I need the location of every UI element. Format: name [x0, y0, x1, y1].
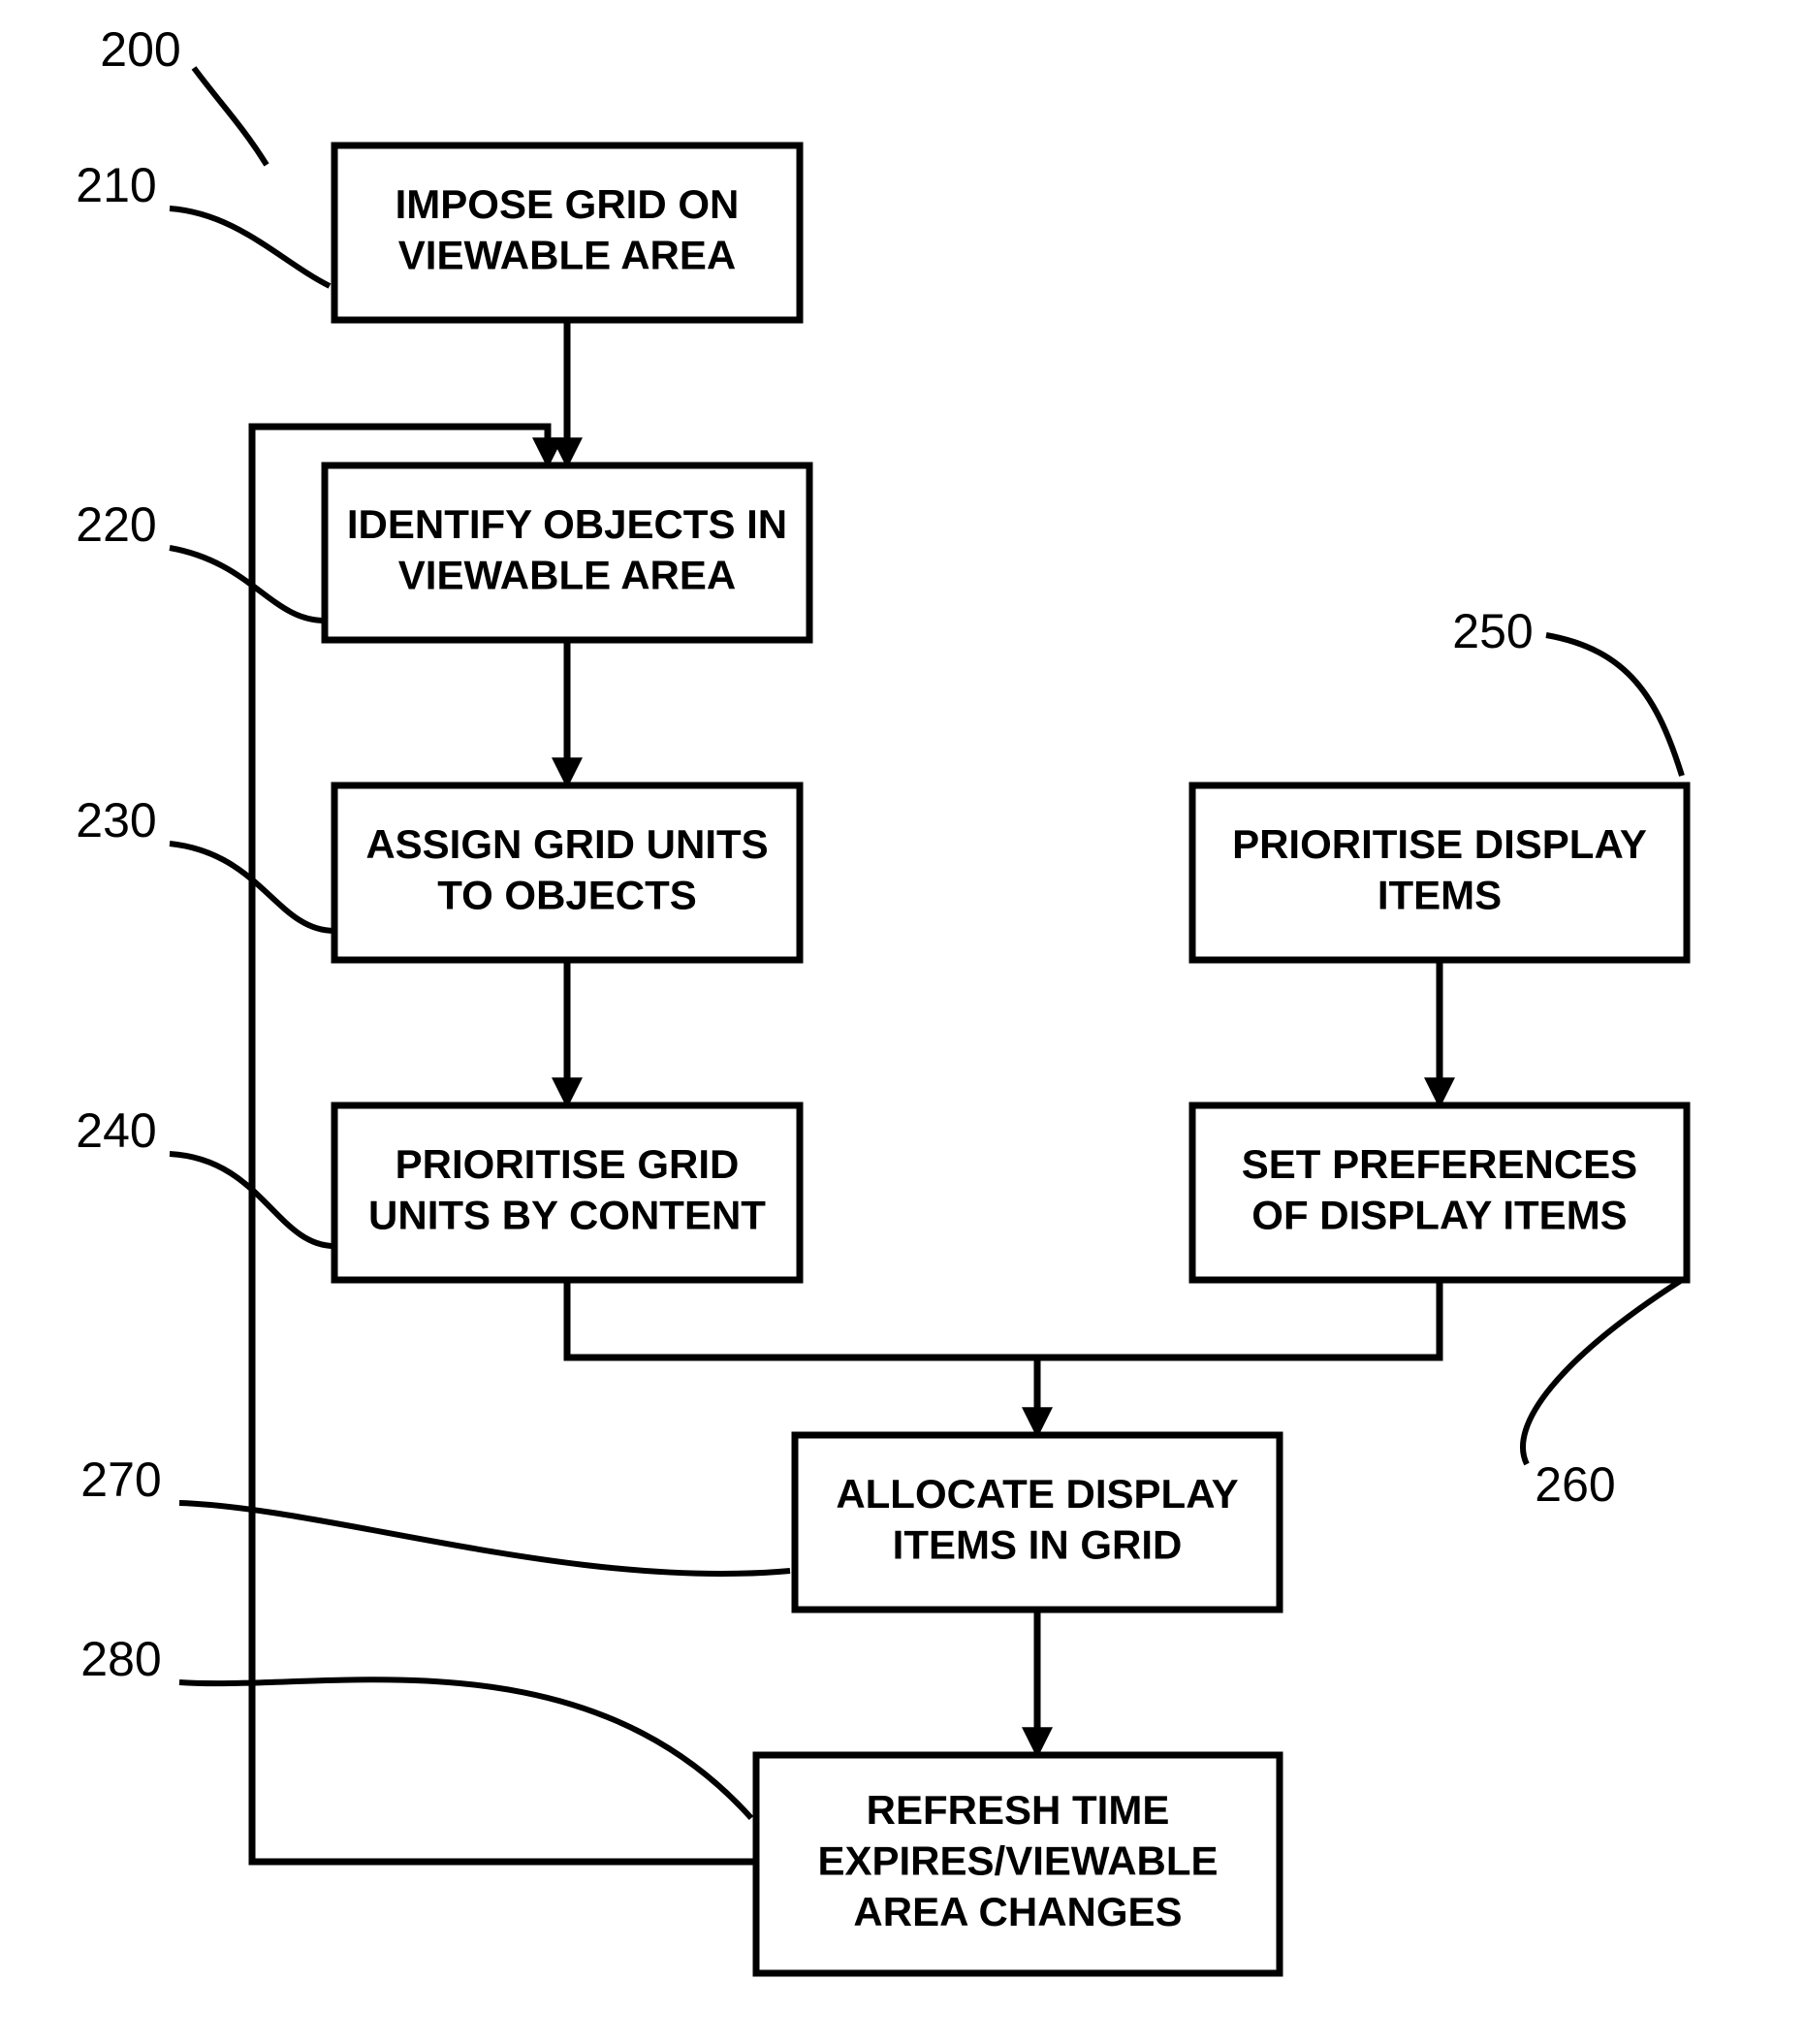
flowchart-node-text: SET PREFERENCES — [1242, 1141, 1637, 1187]
reference-label-220: 220 — [76, 497, 156, 552]
reference-label-240: 240 — [76, 1103, 156, 1158]
flowchart-node-text: VIEWABLE AREA — [398, 552, 736, 597]
flowchart-node-n240: PRIORITISE GRID UNITS BY CONTENT — [334, 1105, 800, 1280]
leader-line-p210 — [170, 208, 330, 286]
reference-label-260: 260 — [1535, 1457, 1615, 1512]
leader-line-p260 — [1523, 1280, 1682, 1464]
leader-line-p220 — [170, 548, 325, 621]
flowchart-node-text: ITEMS IN GRID — [893, 1521, 1183, 1567]
flowchart-node-n220: IDENTIFY OBJECTS IN VIEWABLE AREA — [325, 465, 809, 640]
flowchart-node-text: VIEWABLE AREA — [398, 232, 736, 277]
flowchart-node-text: REFRESH TIME — [867, 1787, 1170, 1833]
reference-label-230: 230 — [76, 793, 156, 847]
leader-line-p270 — [179, 1503, 790, 1574]
flowchart-node-text: ITEMS — [1378, 872, 1502, 917]
flowchart-node-text: OF DISPLAY ITEMS — [1251, 1192, 1627, 1237]
flowchart-node-text: UNITS BY CONTENT — [368, 1192, 766, 1237]
flowchart-node-text: ASSIGN GRID UNITS — [365, 821, 768, 867]
flowchart-node-n230: ASSIGN GRID UNITS TO OBJECTS — [334, 785, 800, 960]
flowchart-node-text: PRIORITISE GRID — [396, 1141, 740, 1187]
reference-label-280: 280 — [80, 1632, 161, 1686]
flowchart-node-n280: REFRESH TIME EXPIRES/VIEWABLE AREA CHANGES — [756, 1755, 1280, 1973]
flowchart-node-text: ALLOCATE DISPLAY — [836, 1471, 1238, 1517]
reference-label-250: 250 — [1452, 604, 1533, 658]
flowchart-node-text: TO OBJECTS — [437, 872, 697, 917]
flowchart-node-n210: IMPOSE GRID ON VIEWABLE AREA — [334, 145, 800, 320]
leader-line-p200 — [194, 68, 267, 165]
flowchart-node-text: EXPIRES/VIEWABLE — [817, 1838, 1218, 1884]
leader-line-p250 — [1546, 635, 1682, 776]
reference-label-270: 270 — [80, 1453, 161, 1507]
reference-label-210: 210 — [76, 158, 156, 212]
leader-line-p280 — [179, 1679, 751, 1818]
flowchart-node-text: AREA CHANGES — [853, 1889, 1182, 1934]
flowchart-node-n270: ALLOCATE DISPLAYITEMS IN GRID — [795, 1435, 1280, 1610]
flowchart-node-n260: SET PREFERENCES OF DISPLAY ITEMS — [1192, 1105, 1687, 1280]
flowchart-node-text: IMPOSE GRID ON — [396, 181, 740, 227]
flowchart-node-text: PRIORITISE DISPLAY — [1232, 821, 1647, 867]
flowchart-node-n250: PRIORITISE DISPLAY ITEMS — [1192, 785, 1687, 960]
connector-emerge — [567, 1280, 1440, 1435]
flowchart-node-text: IDENTIFY OBJECTS IN — [347, 501, 787, 547]
reference-label-200: 200 — [100, 22, 180, 77]
